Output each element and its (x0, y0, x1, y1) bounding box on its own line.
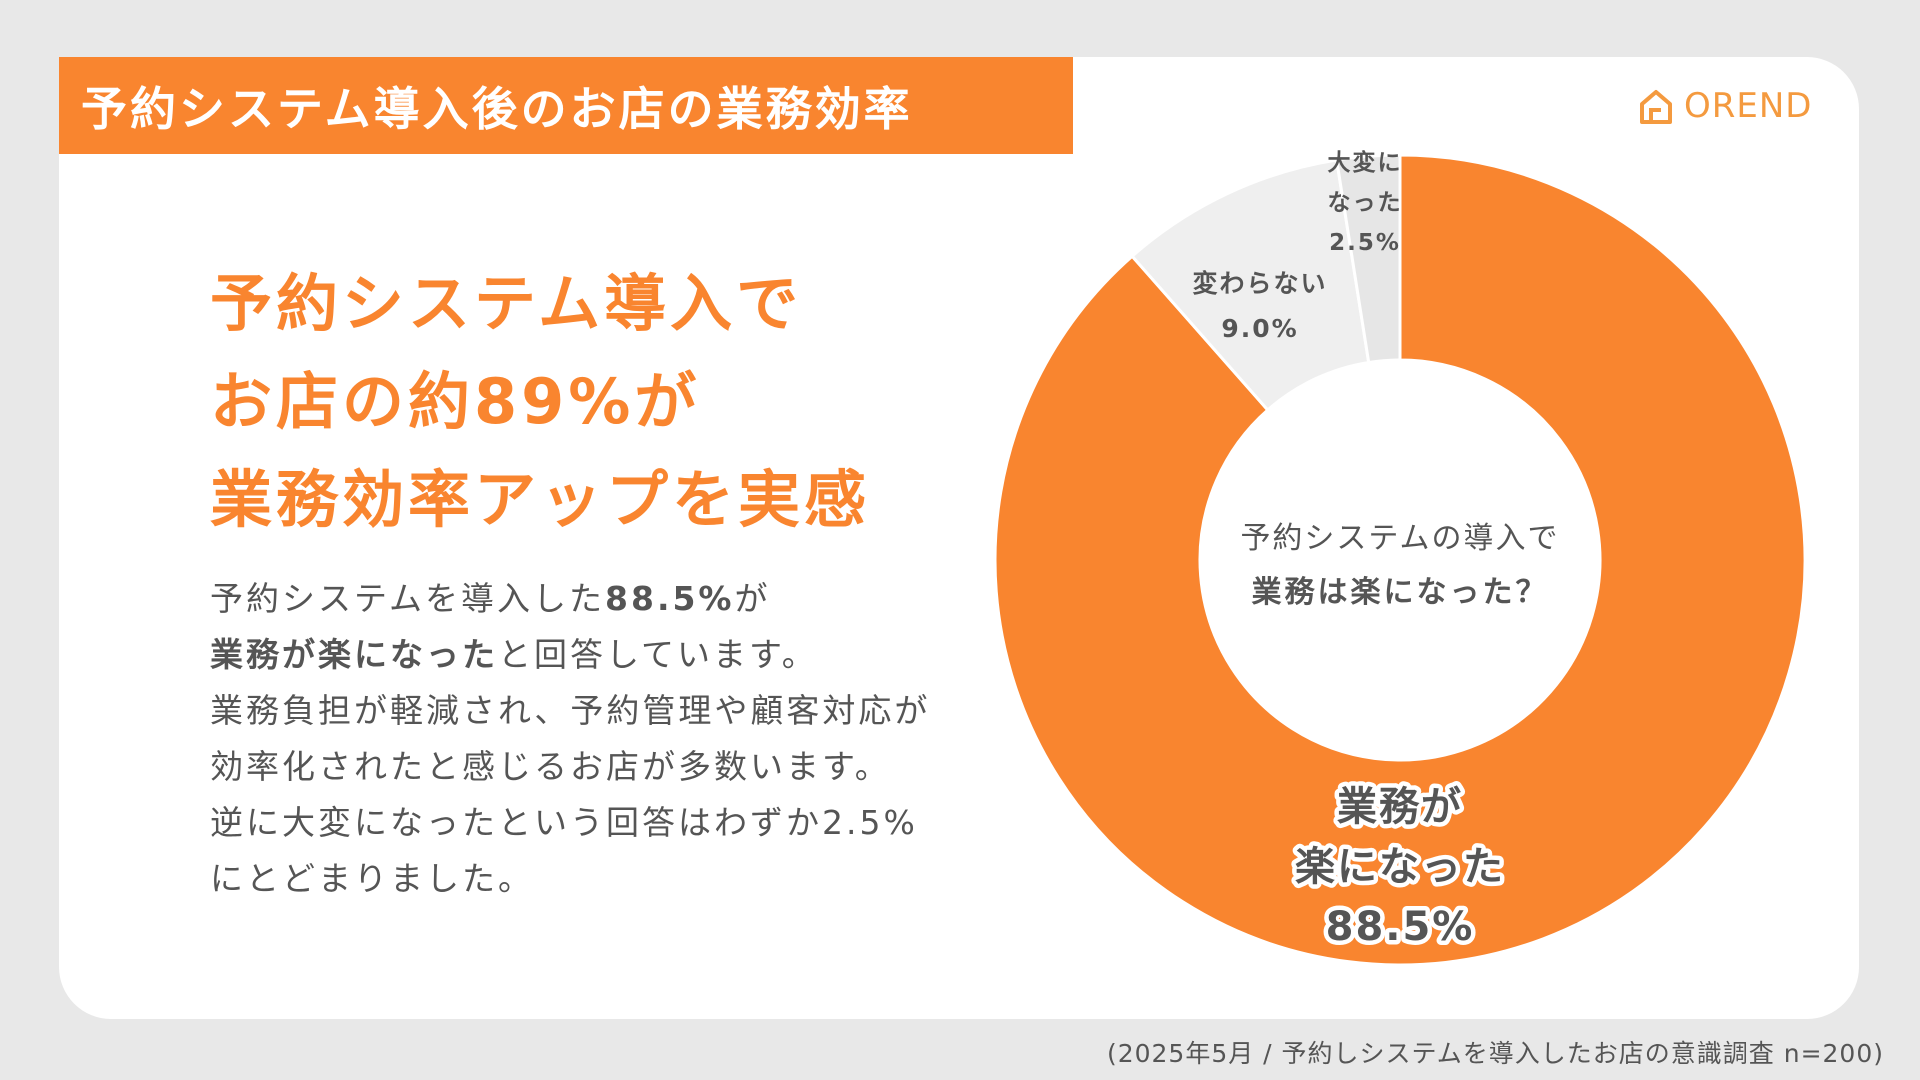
center-label-line-2: 業務は楽になった？ (1252, 575, 1549, 610)
body-line-1-text: 予約システムを導入した (210, 579, 606, 618)
brand-logo: OREND (1636, 86, 1812, 126)
house-logo-icon (1640, 90, 1672, 124)
logo-text: OREND (1684, 86, 1813, 126)
slice-harder-value-label: 2.5% (1329, 230, 1401, 256)
center-label-line-1: 予約システムの導入で (1240, 521, 1559, 556)
body-line-6: にとどまりました。 (210, 859, 534, 898)
slice-harder (1334, 153, 1402, 365)
body-line-3: 業務負担が軽減され、予約管理や顧客対応が (210, 691, 931, 730)
body-highlight-phrase: 業務が楽になった (210, 635, 498, 674)
slice-easier (993, 153, 1807, 967)
slice-unchanged-value-label: 9.0% (1221, 314, 1298, 343)
headline-line-1: 予約システム導入で (210, 267, 803, 340)
body-line-1-suffix: が (734, 579, 771, 618)
body-line-2-text: と回答しています。 (498, 635, 818, 674)
body-line-1: 予約システムを導入した88.5%が (210, 571, 930, 627)
headline: 予約システム導入で お店の約89%が 業務効率アップを実感 (210, 255, 870, 549)
body-line-5: 逆に大変になったという回答はわずか2.5% (210, 803, 918, 842)
slice-harder-label: 大変に (1328, 149, 1403, 176)
page-title: 予約システム導入後のお店の業務効率 (59, 57, 1073, 154)
body-line-4: 効率化されたと感じるお店が多数います。 (210, 747, 891, 786)
slice-easier-label: 業務が (1337, 784, 1463, 830)
slice-unchanged-label: 変わらない (1192, 269, 1327, 298)
body-highlight-percent: 88.5% (605, 579, 735, 618)
headline-line-3: 業務効率アップを実感 (210, 463, 871, 536)
slice-harder-label: なった (1328, 190, 1403, 216)
body-text: 予約システムを導入した88.5%が 業務が楽になったと回答しています。 業務負担… (210, 571, 930, 907)
survey-footnote: (2025年5月 / 予約しシステムを導入したお店の意識調査 n=200) (1106, 1039, 1884, 1068)
slice-easier-label: 楽になった (1295, 844, 1505, 890)
body-line-2: 業務が楽になったと回答しています。 (210, 627, 930, 683)
slice-easier-value-label: 88.5% (1326, 904, 1475, 950)
headline-line-2: お店の約89%が (210, 365, 701, 438)
donut-chart: 業務が楽になった 88.5% 変わらない 9.0% 大変になった 2.5% 予約システムの導… (993, 149, 1807, 967)
